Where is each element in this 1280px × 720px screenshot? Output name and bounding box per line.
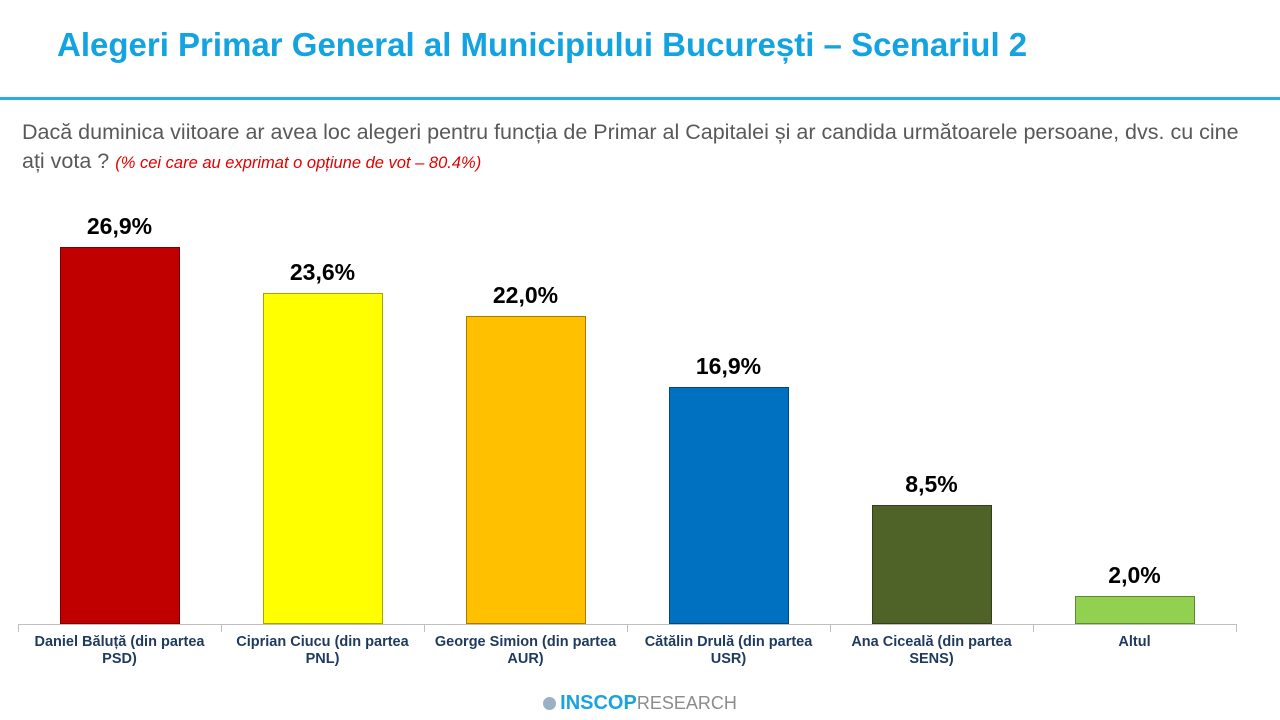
x-tick-label: Ciprian Ciucu (din partea PNL) [236,634,409,667]
subtitle: Dacă duminica viitoare ar avea loc alege… [22,120,1239,173]
chart-title: Alegeri Primar General al Municipiului B… [57,26,1028,63]
bar [59,247,180,624]
brand-icon [543,697,557,710]
x-tick [424,624,425,632]
bar [465,315,586,624]
value-label: 26,9% [86,213,153,239]
value-label: 8,5% [905,470,958,497]
title-rule [0,97,1280,100]
bar [668,387,789,624]
note: (% cei care au exprimat o opțiune de vot… [115,154,482,172]
x-tick-label: Cătălin Drulă (din partea USR) [644,634,813,667]
bar [871,504,992,624]
x-tick [1033,624,1034,632]
x-tick [221,624,222,632]
brand: INSCOPRESEARCH [0,692,1280,715]
x-tick-label: George Simion (din partea AUR) [434,634,617,667]
bar [262,293,383,624]
value-label: 23,6% [289,259,356,286]
x-tick-label: Altul [1118,634,1151,650]
brand-suffix: RESEARCH [636,693,737,713]
value-label: 22,0% [492,281,559,308]
value-label: 2,0% [1108,561,1161,588]
x-tick-label: Ana Ciceală (din partea SENS) [851,634,1012,667]
x-tick-label: Daniel Băluță (din partea PSD) [34,634,205,667]
x-tick [627,624,628,632]
subtitle-block: Dacă duminica viitoare ar avea loc alege… [22,118,1252,178]
x-tick [830,624,831,632]
value-label: 16,9% [695,353,762,380]
bar [1074,595,1195,624]
x-tick [18,624,19,632]
brand-name: INSCOP [560,692,637,714]
x-tick [1236,624,1237,632]
